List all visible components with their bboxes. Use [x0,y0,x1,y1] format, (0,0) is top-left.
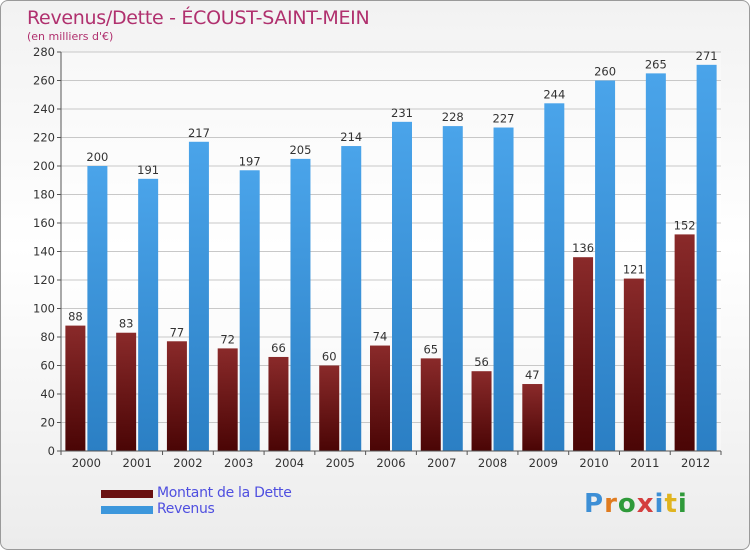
value-label-dette-2005: 60 [322,350,337,364]
bar-dette-2002 [166,341,187,451]
x-tick-label: 2001 [123,456,152,470]
value-label-revenus-2008: 227 [493,112,515,126]
bar-revenus-2012 [696,64,717,451]
value-label-revenus-2002: 217 [188,126,210,140]
legend-swatch-revenus [101,506,153,514]
bar-dette-2007 [420,358,441,451]
bar-dette-2004 [268,356,289,451]
value-label-revenus-2000: 200 [86,150,108,164]
y-tick-label: 20 [40,416,55,430]
x-tick-label: 2008 [478,456,507,470]
value-label-dette-2003: 72 [220,332,235,346]
value-label-revenus-2012: 271 [696,49,718,63]
value-label-dette-2000: 88 [68,310,83,324]
bar-revenus-2011 [645,73,666,451]
value-label-dette-2010: 136 [572,241,594,255]
chart-title: Revenus/Dette - ÉCOUST-SAINT-MEIN [27,7,370,29]
legend-swatch-dette [101,490,153,498]
y-tick-label: 120 [33,273,55,287]
y-tick-label: 160 [33,216,55,230]
legend-label-revenus: Revenus [157,501,215,517]
bar-revenus-2005 [341,146,362,452]
y-tick-label: 140 [33,245,55,259]
y-tick-label: 80 [40,330,55,344]
logo-letter: x [636,489,655,519]
y-tick-label: 180 [33,188,55,202]
x-tick-label: 2000 [72,456,101,470]
value-label-dette-2008: 56 [474,355,489,369]
y-tick-label: 100 [33,302,55,316]
x-tick-label: 2002 [173,456,202,470]
value-label-dette-2007: 65 [423,342,438,356]
value-label-revenus-2011: 265 [645,57,667,71]
bar-revenus-2007 [442,126,463,451]
logo-letter: i [677,489,688,519]
x-tick-label: 2009 [529,456,558,470]
logo-letter: t [664,489,678,519]
value-label-dette-2012: 152 [674,218,696,232]
bar-revenus-2003 [239,170,260,451]
logo-letter: o [617,489,637,519]
bar-revenus-2001 [138,178,159,451]
bar-revenus-2006 [392,121,412,451]
bar-dette-2001 [116,332,137,451]
bar-dette-2008 [471,371,492,451]
value-label-revenus-2001: 191 [137,163,159,177]
x-tick-label: 2012 [681,456,710,470]
y-tick-label: 220 [33,131,55,145]
x-tick-label: 2010 [579,456,608,470]
x-tick-label: 2006 [376,456,405,470]
legend-label-dette: Montant de la Dette [157,485,292,501]
value-label-revenus-2006: 231 [391,106,413,120]
value-label-revenus-2005: 214 [340,130,362,144]
bar-dette-2000 [65,325,86,451]
x-tick-label: 2011 [630,456,659,470]
value-label-revenus-2010: 260 [594,65,616,79]
y-tick-label: 40 [40,387,55,401]
bar-revenus-2009 [544,103,565,452]
bar-revenus-2002 [188,141,209,451]
y-tick-label: 200 [33,159,55,173]
logo-letter: i [654,489,665,519]
bar-dette-2011 [623,278,644,451]
bar-revenus-2000 [87,166,108,451]
bar-dette-2012 [674,234,695,451]
bar-dette-2003 [217,348,238,451]
x-tick-label: 2005 [326,456,355,470]
bar-dette-2006 [370,345,390,451]
bar-revenus-2004 [290,158,311,451]
chart-subtitle: (en milliers d'€) [27,30,114,43]
y-tick-label: 240 [33,102,55,116]
value-label-dette-2001: 83 [119,317,134,331]
y-tick-label: 0 [48,444,55,458]
bars: 88 200 83 191 77 217 72 197 66 205 60 214 74 231 65 228… [65,49,718,452]
bar-revenus-2010 [595,80,616,451]
value-label-revenus-2004: 205 [289,143,311,157]
bar-dette-2009 [522,384,543,451]
value-label-dette-2004: 66 [271,341,286,355]
x-tick-label: 2003 [224,456,253,470]
x-tick-label: 2004 [275,456,304,470]
bar-dette-2010 [573,257,594,451]
bar-dette-2005 [319,365,340,451]
logo-letter: r [604,489,618,519]
axes: 0 20 40 60 80 100 120 140 160 180 200 220 240 260 280 2… [33,45,722,470]
bar-revenus-2008 [493,127,514,452]
value-label-revenus-2009: 244 [543,87,565,101]
value-label-dette-2006: 74 [373,330,388,344]
value-label-dette-2002: 77 [170,325,185,339]
value-label-dette-2011: 121 [623,263,645,277]
value-label-dette-2009: 47 [525,368,540,382]
value-label-revenus-2007: 228 [442,110,464,124]
y-tick-label: 260 [33,74,55,88]
logo-letter: P [584,489,605,519]
value-label-revenus-2003: 197 [239,154,261,168]
y-tick-label: 280 [33,45,55,59]
proxiti-logo: Proxiti [584,489,688,519]
x-tick-label: 2007 [427,456,456,470]
y-tick-label: 60 [40,359,55,373]
